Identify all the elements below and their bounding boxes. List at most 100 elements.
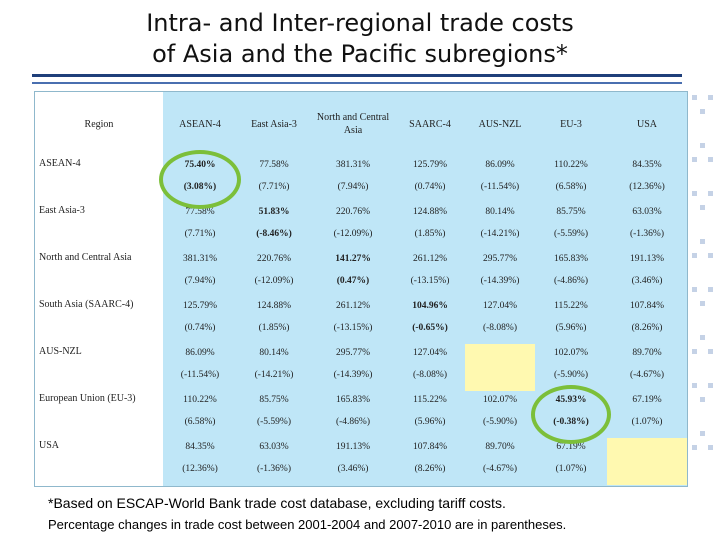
percentage-change: (1.85%) <box>258 323 290 333</box>
trade-cost-value: 86.09% <box>485 160 515 170</box>
trade-cost-value: 110.22% <box>183 395 217 405</box>
percentage-change: (-13.15%) <box>333 323 373 333</box>
trade-cost-value: 191.13% <box>335 442 371 452</box>
decor-square <box>700 109 705 114</box>
percentage-change: (-5.59%) <box>256 417 292 427</box>
trade-cost-value: 295.77% <box>335 348 371 358</box>
percentage-change: (-4.86%) <box>553 276 589 286</box>
decor-square <box>700 397 705 402</box>
trade-cost-value: 165.83% <box>553 254 589 264</box>
percentage-change: (-12.09%) <box>254 276 294 286</box>
trade-cost-value: 125.79% <box>412 160 448 170</box>
decor-square <box>692 287 697 292</box>
decor-square <box>700 431 705 436</box>
title-line-1: Intra- and Inter-regional trade costs <box>146 9 574 37</box>
row-label: European Union (EU-3) <box>39 393 136 404</box>
trade-cost-value: 80.14% <box>485 207 515 217</box>
percentage-change: (6.58%) <box>184 417 216 427</box>
trade-cost-table: Region ASEAN-4 East Asia-3 North and Centr… <box>34 91 688 487</box>
decor-square <box>708 95 713 100</box>
trade-cost-value: 127.04% <box>482 301 518 311</box>
row-label: ASEAN-4 <box>39 158 81 169</box>
percentage-change: (1.07%) <box>555 464 587 474</box>
column-header: North and Central Asia <box>316 112 390 136</box>
percentage-change: (-5.90%) <box>553 370 589 380</box>
trade-cost-value: 220.76% <box>256 254 292 264</box>
trade-cost-value: 107.84% <box>629 301 665 311</box>
row-label: East Asia-3 <box>39 205 85 216</box>
percentage-change: (6.58%) <box>555 182 587 192</box>
decor-square <box>708 287 713 292</box>
decor-square <box>700 205 705 210</box>
trade-cost-value: 77.58% <box>259 160 289 170</box>
column-header: ASEAN-4 <box>179 118 221 130</box>
percentage-change: (-8.08%) <box>482 323 518 333</box>
trade-cost-value: 110.22% <box>554 160 588 170</box>
decor-square <box>692 349 697 354</box>
percentage-change: (3.46%) <box>337 464 369 474</box>
trade-cost-value: 89.70% <box>485 442 515 452</box>
percentage-change: (5.96%) <box>414 417 446 427</box>
percentage-change: (-14.39%) <box>480 276 520 286</box>
source-note: *Based on ESCAP-World Bank trade cost da… <box>48 495 506 511</box>
trade-cost-value: 85.75% <box>259 395 289 405</box>
row-label: South Asia (SAARC-4) <box>39 299 134 310</box>
trade-cost-value: 102.07% <box>553 348 589 358</box>
intra-regional-cost: 51.83% <box>258 207 290 217</box>
trade-cost-value: 84.35% <box>632 160 662 170</box>
title-rule <box>32 74 682 77</box>
trade-cost-value: 85.75% <box>556 207 586 217</box>
percentage-change: (5.96%) <box>555 323 587 333</box>
trade-cost-value: 191.13% <box>629 254 665 264</box>
percentage-change: (8.26%) <box>414 464 446 474</box>
row-label: North and Central Asia <box>39 252 132 263</box>
decor-square <box>700 335 705 340</box>
percentage-change: (-5.59%) <box>553 229 589 239</box>
decor-square <box>700 143 705 148</box>
percentage-change: (7.71%) <box>184 229 216 239</box>
region-header: Region <box>84 118 114 130</box>
trade-cost-value: 89.70% <box>632 348 662 358</box>
diagonal-blank-cell <box>465 344 535 391</box>
parentheses-note: Percentage changes in trade cost between… <box>48 517 567 532</box>
percentage-change: (0.74%) <box>184 323 216 333</box>
trade-cost-value: 125.79% <box>182 301 218 311</box>
percentage-change: (7.71%) <box>258 182 290 192</box>
trade-cost-value: 63.03% <box>632 207 662 217</box>
percentage-change: (7.94%) <box>337 182 369 192</box>
decor-square <box>692 383 697 388</box>
trade-cost-value: 67.19% <box>556 442 586 452</box>
trade-cost-value: 84.35% <box>185 442 215 452</box>
decor-square <box>708 383 713 388</box>
trade-cost-value: 102.07% <box>482 395 518 405</box>
decor-square <box>708 445 713 450</box>
decorative-dots <box>692 95 716 475</box>
decor-square <box>708 349 713 354</box>
intra-regional-cost: 141.27% <box>335 254 371 264</box>
decor-square <box>708 157 713 162</box>
trade-cost-value: 86.09% <box>185 348 215 358</box>
trade-cost-value: 67.19% <box>632 395 662 405</box>
trade-cost-value: 115.22% <box>554 301 588 311</box>
trade-cost-value: 124.88% <box>256 301 292 311</box>
percentage-change: (-4.86%) <box>335 417 371 427</box>
percentage-change: (-13.15%) <box>410 276 450 286</box>
trade-cost-value: 165.83% <box>335 395 371 405</box>
column-header: East Asia-3 <box>251 118 297 130</box>
trade-cost-value: 127.04% <box>412 348 448 358</box>
decor-square <box>708 191 713 196</box>
trade-cost-value: 261.12% <box>412 254 448 264</box>
decor-square <box>692 253 697 258</box>
trade-cost-value: 295.77% <box>482 254 518 264</box>
decor-square <box>692 445 697 450</box>
trade-cost-value: 80.14% <box>259 348 289 358</box>
percentage-change: (1.07%) <box>631 417 663 427</box>
decor-square <box>700 239 705 244</box>
percentage-change: (-4.67%) <box>482 464 518 474</box>
percentage-change: (-1.36%) <box>256 464 292 474</box>
percentage-change: (-1.36%) <box>629 229 665 239</box>
trade-cost-value: 381.31% <box>335 160 371 170</box>
percentage-change: (-8.08%) <box>412 370 448 380</box>
percentage-change: (-5.90%) <box>482 417 518 427</box>
diagonal-blank-cell <box>607 438 687 485</box>
